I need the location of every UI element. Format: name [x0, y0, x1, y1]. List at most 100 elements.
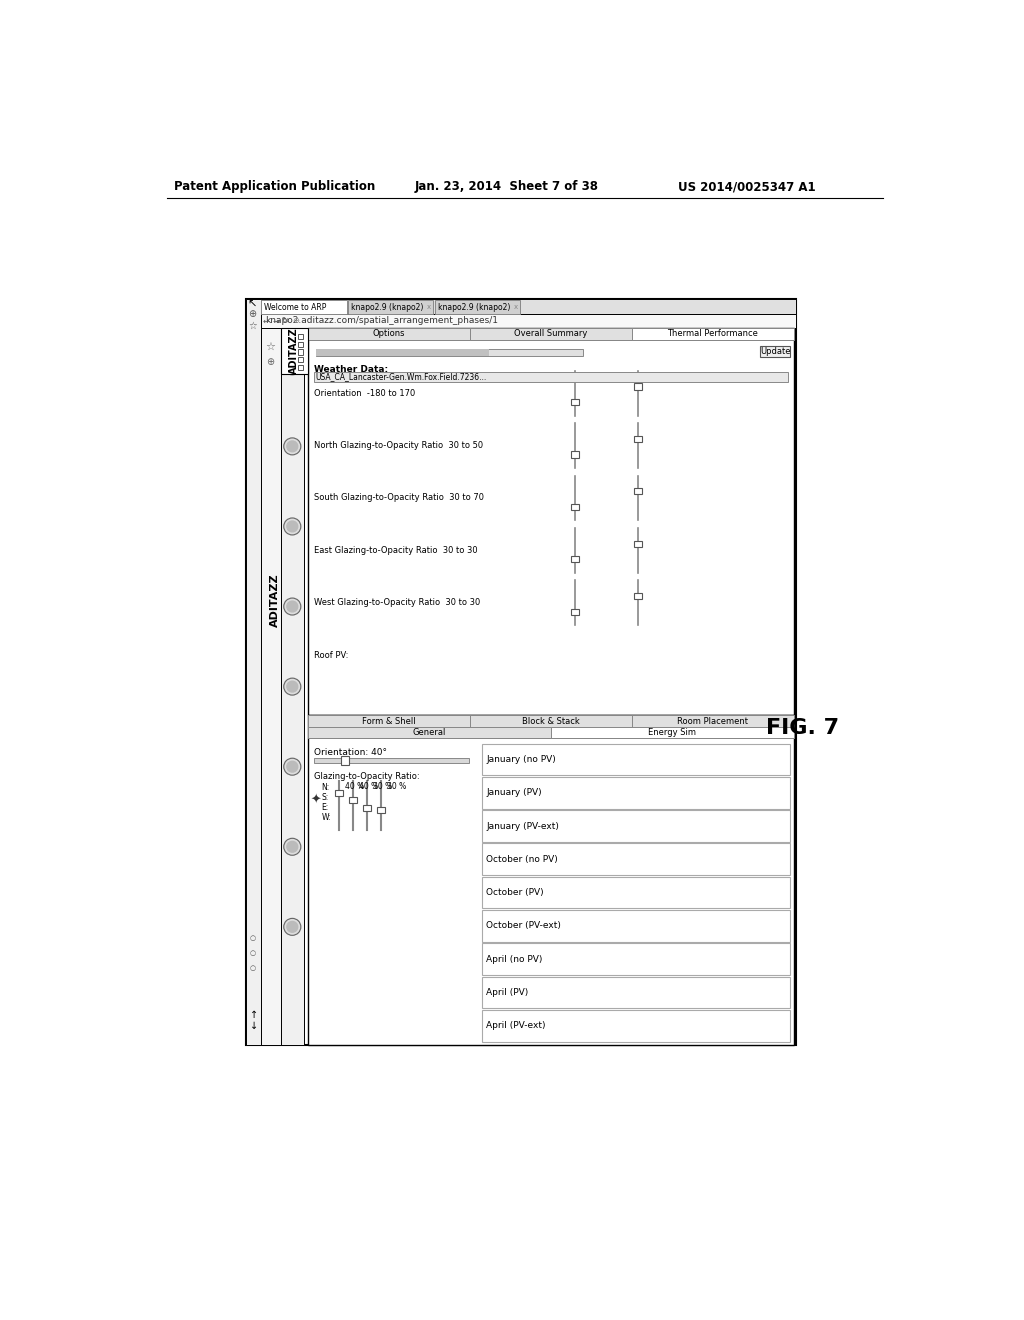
Bar — [341, 756, 349, 766]
Text: October (PV): October (PV) — [486, 888, 544, 898]
Bar — [349, 797, 356, 804]
Bar — [261, 298, 796, 314]
Text: Weather Data:: Weather Data: — [314, 364, 388, 374]
Bar — [308, 727, 551, 738]
Text: Orientation: 40°: Orientation: 40° — [314, 747, 387, 756]
Text: Thermal Performance: Thermal Performance — [668, 330, 758, 338]
Text: ○: ○ — [250, 965, 256, 972]
Bar — [551, 727, 794, 738]
Circle shape — [287, 360, 298, 372]
Bar — [481, 810, 790, 842]
Text: 40 %: 40 % — [359, 781, 378, 791]
Bar — [308, 715, 470, 727]
Text: ✦: ✦ — [310, 793, 321, 807]
Text: Orientation  -180 to 170: Orientation -180 to 170 — [314, 389, 416, 397]
Text: Form & Shell: Form & Shell — [361, 717, 416, 726]
Text: ⊕: ⊕ — [292, 317, 299, 325]
Bar — [308, 327, 794, 715]
Circle shape — [284, 358, 301, 375]
Bar — [348, 300, 433, 314]
Bar — [315, 350, 489, 355]
Text: x: x — [427, 304, 431, 310]
Bar — [481, 843, 790, 875]
Text: W:: W: — [322, 813, 331, 822]
Text: ⊕: ⊕ — [266, 358, 274, 367]
Text: South Glazing-to-Opacity Ratio  30 to 70: South Glazing-to-Opacity Ratio 30 to 70 — [314, 494, 484, 503]
Text: knapo2.9 (knapo2): knapo2.9 (knapo2) — [438, 302, 510, 312]
Text: January (PV-ext): January (PV-ext) — [486, 821, 559, 830]
Bar — [298, 342, 303, 347]
Text: FIG. 7: FIG. 7 — [766, 718, 839, 738]
Text: Energy Sim: Energy Sim — [648, 729, 696, 738]
Bar — [308, 715, 794, 1045]
Text: ○: ○ — [250, 950, 256, 956]
Text: Block & Stack: Block & Stack — [522, 717, 580, 726]
Bar — [335, 789, 343, 796]
Text: North Glazing-to-Opacity Ratio  30 to 50: North Glazing-to-Opacity Ratio 30 to 50 — [314, 441, 483, 450]
Bar — [314, 372, 787, 381]
Text: Options: Options — [373, 330, 406, 338]
Circle shape — [284, 919, 301, 936]
Text: ADITAZZ: ADITAZZ — [289, 327, 299, 375]
Circle shape — [287, 601, 298, 612]
Bar — [634, 488, 642, 495]
Bar — [308, 327, 794, 341]
Bar — [315, 350, 583, 355]
Text: ↖: ↖ — [248, 300, 257, 310]
Circle shape — [284, 758, 301, 775]
Bar — [470, 715, 632, 727]
Bar — [298, 350, 303, 355]
Text: January (no PV): January (no PV) — [486, 755, 556, 764]
Text: January (PV): January (PV) — [486, 788, 542, 797]
Circle shape — [284, 678, 301, 696]
Circle shape — [284, 438, 301, 455]
Bar — [481, 977, 790, 1008]
Bar — [261, 314, 796, 327]
Text: Overall Summary: Overall Summary — [514, 330, 588, 338]
Text: ☆: ☆ — [248, 321, 257, 330]
Text: N:: N: — [322, 783, 330, 792]
Bar — [246, 298, 261, 1045]
Text: knapo2.9 (knapo2): knapo2.9 (knapo2) — [351, 302, 424, 312]
Bar — [761, 346, 790, 358]
Text: Update: Update — [760, 347, 791, 356]
Bar — [298, 364, 303, 370]
Text: 40 %: 40 % — [345, 781, 365, 791]
Text: 30 %: 30 % — [387, 781, 407, 791]
Bar — [481, 876, 790, 908]
Bar — [308, 727, 794, 738]
Bar — [470, 327, 632, 341]
Bar — [308, 715, 794, 727]
Text: knapo2.aditazz.com/spatial_arrangement_phases/1: knapo2.aditazz.com/spatial_arrangement_p… — [265, 317, 498, 325]
Text: Patent Application Publication: Patent Application Publication — [174, 181, 376, 194]
Circle shape — [284, 598, 301, 615]
Bar — [281, 327, 304, 1045]
Bar — [314, 758, 469, 763]
Text: ⊕: ⊕ — [248, 309, 256, 319]
Text: USA_CA_Lancaster-Gen.Wm.Fox.Field.7236...: USA_CA_Lancaster-Gen.Wm.Fox.Field.7236..… — [315, 372, 486, 381]
Text: April (no PV): April (no PV) — [486, 954, 543, 964]
Circle shape — [284, 838, 301, 855]
Bar — [571, 556, 579, 562]
Bar — [634, 384, 642, 389]
Bar — [298, 358, 303, 363]
Text: ↑: ↑ — [250, 1010, 258, 1019]
Text: East Glazing-to-Opacity Ratio  30 to 30: East Glazing-to-Opacity Ratio 30 to 30 — [314, 546, 477, 554]
Text: x: x — [514, 304, 518, 310]
Bar — [632, 715, 794, 727]
Bar — [435, 300, 520, 314]
Bar — [246, 298, 796, 1045]
Circle shape — [287, 841, 298, 853]
Circle shape — [287, 921, 298, 932]
Bar — [481, 1010, 790, 1041]
Bar — [261, 327, 281, 1045]
Bar — [261, 300, 346, 314]
Text: →: → — [272, 317, 280, 325]
Text: Glazing-to-Opacity Ratio:: Glazing-to-Opacity Ratio: — [314, 772, 420, 781]
Bar — [362, 805, 371, 810]
Circle shape — [287, 521, 298, 532]
Bar — [571, 399, 579, 405]
Circle shape — [287, 441, 298, 451]
Text: October (no PV): October (no PV) — [486, 855, 558, 863]
Text: ☆: ☆ — [265, 342, 275, 352]
